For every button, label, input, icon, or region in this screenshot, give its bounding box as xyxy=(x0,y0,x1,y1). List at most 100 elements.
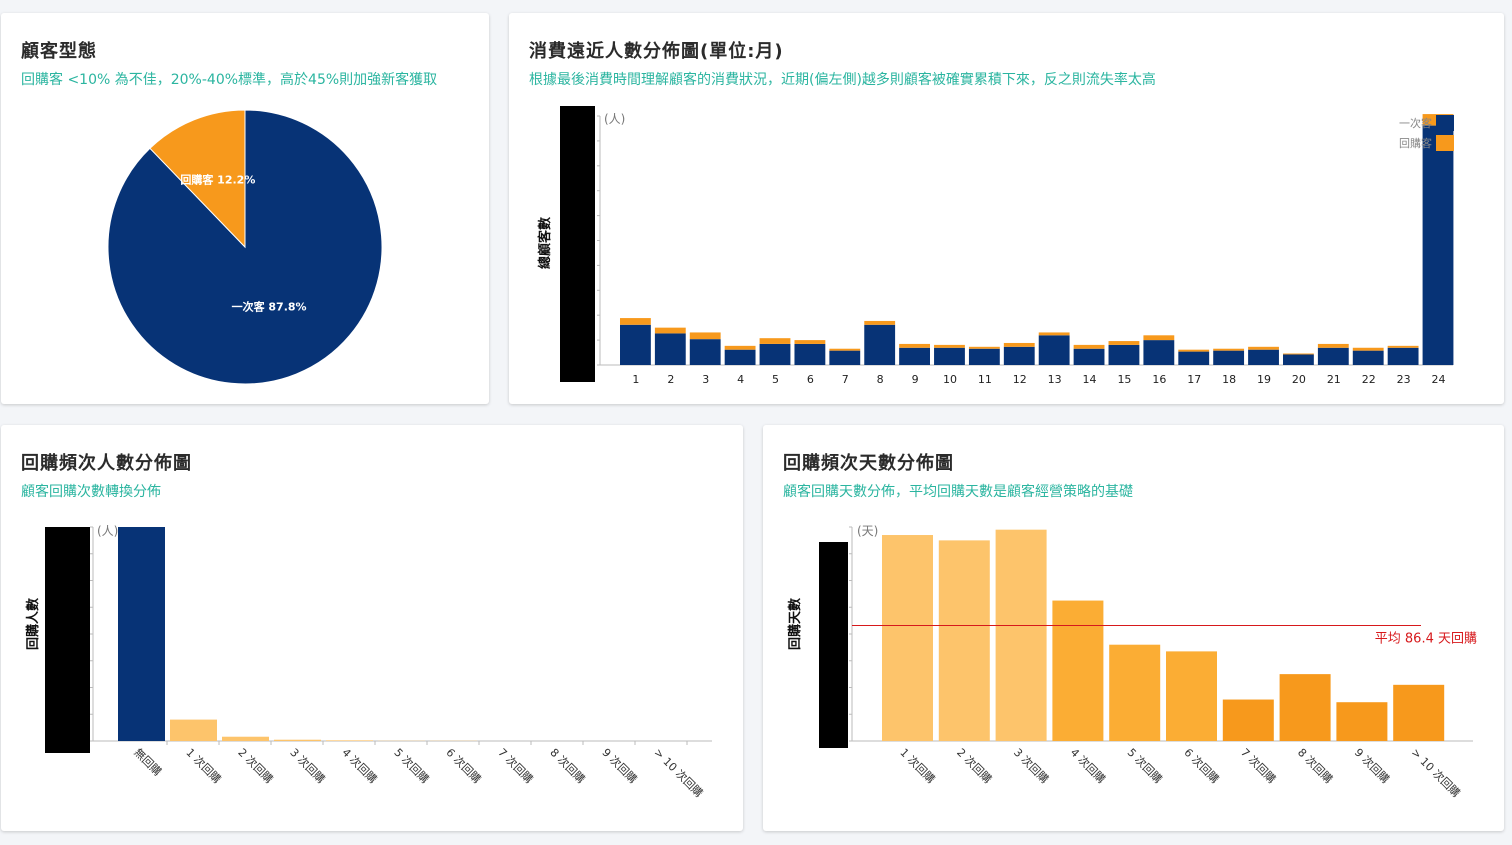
card-subtitle: 顧客回購天數分佈，平均回購天數是顧客經營策略的基礎 xyxy=(783,484,1133,500)
bar-segment xyxy=(1003,342,1035,347)
bar xyxy=(1393,684,1445,741)
bar-segment xyxy=(620,324,651,365)
bar xyxy=(1279,674,1331,741)
pie-slice-label: 一次客 87.8% xyxy=(232,300,307,314)
bar-segment xyxy=(1317,343,1349,348)
card-title: 回購頻次人數分佈圖 xyxy=(21,453,192,474)
bar-segment xyxy=(689,339,721,365)
x-tick-label: 19 xyxy=(1257,373,1271,386)
average-label: 平均 86.4 天回購 xyxy=(1375,631,1477,646)
x-tick-label: 8 次回購 xyxy=(1295,745,1336,786)
bar-segment xyxy=(1352,347,1384,351)
x-tick-label: 11 xyxy=(978,373,992,386)
pie-chart: 一次客 87.8% 回購客 12.2% xyxy=(107,109,383,385)
bar-segment xyxy=(1038,335,1070,365)
x-tick-label: 5 次回購 xyxy=(1125,745,1166,786)
recency-card: 消費遠近人數分佈圖(單位:月) 根據最後消費時間理解顧客的消費狀況，近期(偏左側… xyxy=(509,13,1504,404)
x-tick-label: 1 次回購 xyxy=(897,745,938,786)
bar-segment xyxy=(864,320,896,325)
x-tick-label: 20 xyxy=(1292,373,1306,386)
bar-segment xyxy=(1248,346,1279,350)
x-tick-label: 3 xyxy=(702,373,709,386)
x-tick-label: 4 次回購 xyxy=(339,745,380,786)
x-tick-label: 15 xyxy=(1117,373,1131,386)
bar xyxy=(882,535,933,741)
bar-segment xyxy=(794,343,826,365)
x-tick-label: 17 xyxy=(1187,373,1201,386)
x-tick-label: 5 xyxy=(772,373,779,386)
x-tick-label: 6 次回購 xyxy=(1181,745,1222,786)
bar xyxy=(222,736,269,741)
bar-segment xyxy=(1108,344,1140,365)
bar-segment xyxy=(1213,350,1245,365)
x-tick-label: 4 次回購 xyxy=(1068,745,1109,786)
x-tick-label: 21 xyxy=(1327,373,1341,386)
bar-segment xyxy=(654,327,686,334)
bar-segment xyxy=(829,348,861,351)
card-title: 回購頻次天數分佈圖 xyxy=(783,453,954,474)
bar-segment xyxy=(899,347,930,365)
bar xyxy=(170,719,217,741)
x-tick-label: 24 xyxy=(1432,373,1446,386)
y-axis-unit: (人) xyxy=(97,524,118,538)
bar-segment xyxy=(759,338,791,344)
bar-segment xyxy=(794,340,826,344)
x-tick-label: 23 xyxy=(1397,373,1411,386)
bar-segment xyxy=(1073,344,1105,349)
x-tick-label: 14 xyxy=(1083,373,1097,386)
bar-segment xyxy=(1213,348,1245,351)
bar xyxy=(1052,600,1104,741)
frequency-days-bar-chart: 回購天數 (天) 1 次回購 2 次回購 3 次回購 4 次回購 5 次回購 6 次回購 7 次… xyxy=(787,524,1477,800)
y-axis-unit: (天) xyxy=(857,524,878,538)
bar-segment xyxy=(1178,349,1210,352)
x-tick-label: 1 次回購 xyxy=(183,745,224,786)
x-tick-label: 9 xyxy=(912,373,919,386)
bar-segment xyxy=(1422,125,1454,365)
bar-segment xyxy=(968,346,1000,349)
bar-segment xyxy=(899,343,930,348)
bar-segment xyxy=(829,350,861,365)
frequency-count-card: 回購頻次人數分佈圖 顧客回購次數轉換分佈 回購人數 (人) 無回購 1 次回購 2 次回… xyxy=(1,425,743,831)
customer-type-card: 顧客型態 回購客 <10% 為不佳，20%-40%標準，高於45%則加強新客獲取… xyxy=(1,13,489,404)
x-tick-label: > 10 次回購 xyxy=(1409,745,1464,800)
card-subtitle: 顧客回購次數轉換分佈 xyxy=(21,484,161,500)
bar-segment xyxy=(1038,332,1070,336)
legend-label: 回購客 xyxy=(1399,136,1432,150)
x-tick-label: 6 xyxy=(807,373,814,386)
bar-segment xyxy=(724,349,756,365)
bar xyxy=(995,529,1047,741)
bar-segment xyxy=(1108,341,1140,345)
legend-swatch xyxy=(1436,135,1454,151)
bar-segment xyxy=(968,348,1000,365)
bar-segment xyxy=(934,344,965,348)
x-tick-label: 1 xyxy=(632,373,639,386)
x-tick-label: 6 次回購 xyxy=(443,745,484,786)
bar-segment xyxy=(620,318,651,325)
x-tick-label: 7 xyxy=(842,373,849,386)
x-tick-label: 13 xyxy=(1048,373,1062,386)
x-tick-label: 4 xyxy=(737,373,744,386)
bar-segment xyxy=(654,333,686,365)
x-tick-label: 9 次回購 xyxy=(599,745,640,786)
bar-segment xyxy=(759,343,791,365)
bar-segment xyxy=(1178,351,1210,365)
y-axis-label: 回購人數 xyxy=(25,598,41,650)
x-tick-label: 12 xyxy=(1013,373,1027,386)
bar-segment xyxy=(1248,349,1279,365)
x-tick-label: 16 xyxy=(1152,373,1166,386)
x-tick-label: 2 次回購 xyxy=(954,745,995,786)
bar xyxy=(326,740,373,741)
y-axis-label: 回購天數 xyxy=(787,598,803,650)
frequency-count-bar-chart: 回購人數 (人) 無回購 1 次回購 2 次回購 3 次回購 4 次回購 5 次回購 6 次回購… xyxy=(25,524,712,800)
x-tick-label: 3 次回購 xyxy=(1011,745,1052,786)
bar-segment xyxy=(1283,354,1314,365)
x-tick-label: 3 次回購 xyxy=(287,745,328,786)
x-tick-label: 10 xyxy=(943,373,957,386)
bar xyxy=(938,540,990,741)
x-tick-label: 7 次回購 xyxy=(1238,745,1279,786)
x-tick-label: 18 xyxy=(1222,373,1236,386)
bar-segment xyxy=(864,324,896,365)
bar-segment xyxy=(1283,353,1314,355)
legend-swatch xyxy=(1436,115,1454,131)
bar-segment xyxy=(1143,335,1175,341)
